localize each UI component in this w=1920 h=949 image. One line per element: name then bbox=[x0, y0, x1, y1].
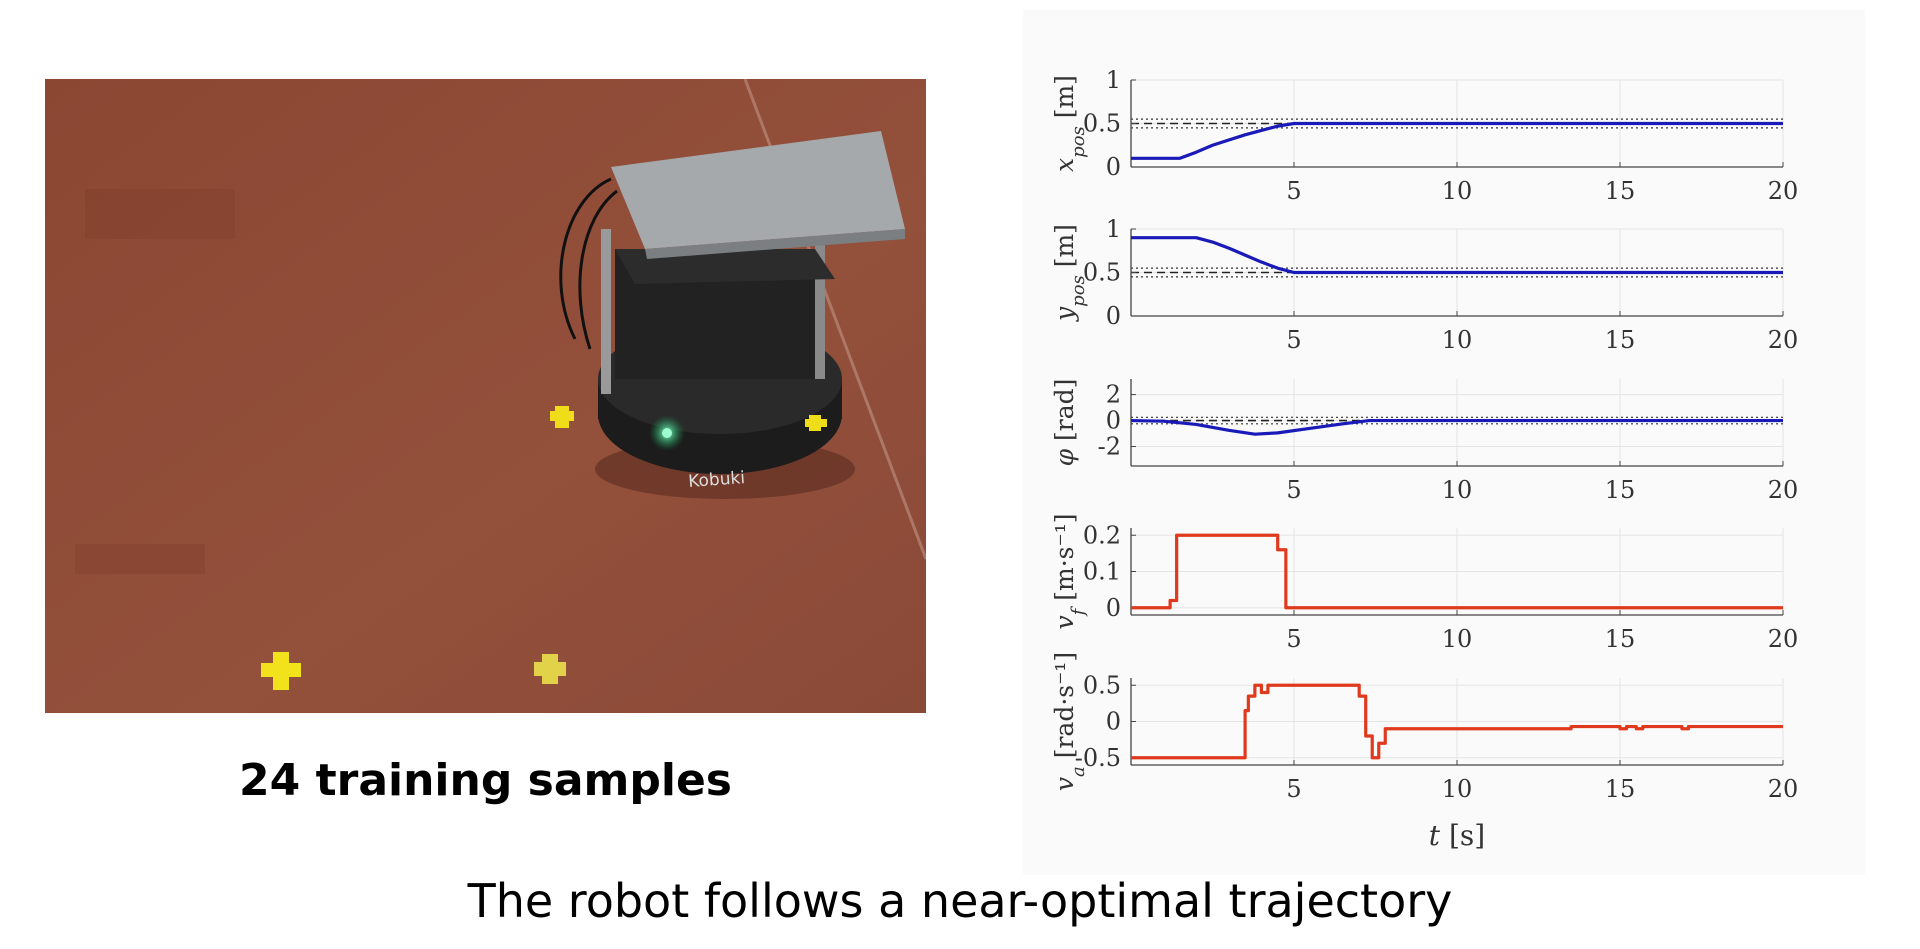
svg-text:Kobuki: Kobuki bbox=[688, 468, 746, 492]
robot-pole bbox=[601, 229, 611, 394]
subplot-5: -0.5 0 0.5 5 10 15 20 va [rad·s⁻¹] t [s] bbox=[1050, 652, 1798, 852]
floor-stain bbox=[75, 544, 205, 574]
x-tick-label: 20 bbox=[1768, 476, 1799, 504]
laptop bbox=[611, 131, 905, 249]
x-tick-label: 5 bbox=[1286, 476, 1301, 504]
x-tick-label: 10 bbox=[1442, 625, 1473, 653]
x-tick-label: 15 bbox=[1605, 775, 1636, 803]
y-tick-label: 0 bbox=[1106, 302, 1121, 330]
y-axis-label: ypos [m] bbox=[1050, 224, 1089, 322]
y-axis-label: va [rad·s⁻¹] bbox=[1050, 652, 1089, 791]
y-tick-label: 1 bbox=[1106, 215, 1121, 243]
series-line-x_pos bbox=[1131, 121, 1783, 160]
x-tick-label: 20 bbox=[1768, 775, 1799, 803]
robot-photo: Kobuki bbox=[45, 79, 926, 713]
x-tick-label: 20 bbox=[1768, 177, 1799, 205]
series-line-v_a bbox=[1131, 683, 1783, 760]
y-axis-label: xpos [m] bbox=[1050, 75, 1089, 172]
y-tick-label: 0.5 bbox=[1083, 259, 1121, 287]
x-tick-label: 15 bbox=[1605, 177, 1636, 205]
y-tick-label: 2 bbox=[1106, 381, 1121, 409]
x-tick-label: 15 bbox=[1605, 476, 1636, 504]
slide-caption: The robot follows a near-optimal traject… bbox=[467, 874, 1453, 928]
tape-marker bbox=[534, 654, 566, 684]
y-tick-label: 0 bbox=[1106, 708, 1121, 736]
x-axis-label: t [s] bbox=[1429, 819, 1485, 852]
x-tick-label: 10 bbox=[1442, 177, 1473, 205]
x-tick-label: 5 bbox=[1286, 625, 1301, 653]
cable bbox=[578, 189, 618, 350]
x-tick-label: 5 bbox=[1286, 775, 1301, 803]
status-led bbox=[662, 428, 672, 438]
y-tick-label: 0.2 bbox=[1083, 521, 1121, 549]
y-tick-label: 0 bbox=[1106, 407, 1121, 435]
series-line-v_f bbox=[1131, 533, 1783, 610]
y-tick-label: 0.5 bbox=[1083, 110, 1121, 138]
tape-marker bbox=[261, 652, 301, 690]
x-tick-label: 20 bbox=[1768, 326, 1799, 354]
y-tick-label: 0 bbox=[1106, 153, 1121, 181]
laptop-edge bbox=[645, 229, 905, 259]
y-axis-label: vf [m·s⁻¹] bbox=[1050, 514, 1089, 630]
plot-panel: 0 0.5 1 5 10 15 20 xpos [m] 0 0.5 1 5 10 15 20 ypos [m]… bbox=[1023, 10, 1865, 875]
x-tick-label: 10 bbox=[1442, 476, 1473, 504]
x-tick-label: 20 bbox=[1768, 625, 1799, 653]
series-line-phi bbox=[1130, 418, 1783, 436]
training-samples-label: 24 training samples bbox=[239, 755, 732, 806]
x-tick-label: 10 bbox=[1442, 326, 1473, 354]
series-line-y_pos bbox=[1131, 236, 1783, 275]
subplot-4: 0 0.1 0.2 5 10 15 20 vf [m·s⁻¹] bbox=[1050, 514, 1798, 653]
x-tick-label: 15 bbox=[1605, 625, 1636, 653]
y-tick-label: -2 bbox=[1098, 433, 1121, 461]
subplot-3: -202 5 10 15 20 φ [rad] bbox=[1050, 379, 1798, 504]
y-tick-label: 0.5 bbox=[1083, 671, 1121, 699]
x-tick-label: 5 bbox=[1286, 177, 1301, 205]
tape-marker bbox=[550, 406, 827, 431]
robot-plate-top bbox=[615, 249, 835, 284]
x-tick-label: 10 bbox=[1442, 775, 1473, 803]
robot-pole bbox=[815, 229, 825, 379]
x-tick-label: 5 bbox=[1286, 326, 1301, 354]
robot-photo-illustration: Kobuki bbox=[45, 79, 926, 713]
y-tick-label: 1 bbox=[1106, 66, 1121, 94]
y-tick-label: -0.5 bbox=[1075, 744, 1121, 772]
cable bbox=[559, 177, 612, 340]
y-tick-label: 0.1 bbox=[1083, 558, 1121, 586]
y-tick-label: 0 bbox=[1106, 594, 1121, 622]
x-tick-label: 15 bbox=[1605, 326, 1636, 354]
y-axis-label: φ [rad] bbox=[1050, 379, 1079, 467]
floor-stain bbox=[85, 189, 235, 239]
